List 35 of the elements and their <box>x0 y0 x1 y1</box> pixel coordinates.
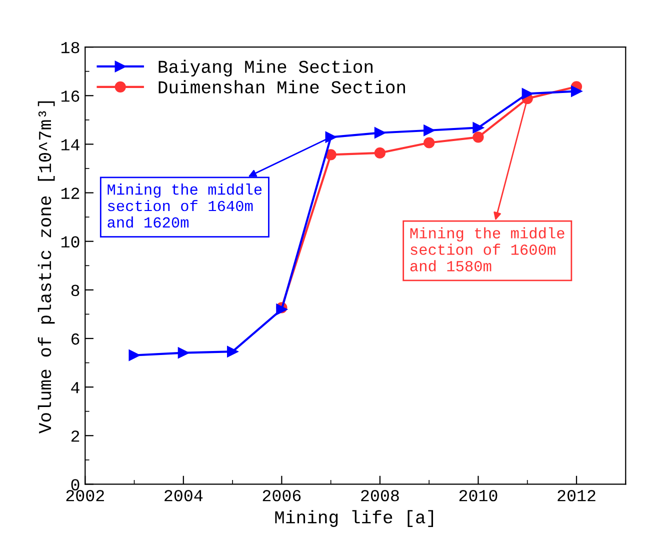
y-tick-label: 2 <box>71 430 80 442</box>
y-tick-label: 0 <box>71 479 80 490</box>
point <box>522 88 533 100</box>
x-tick-label: 2010 <box>459 490 498 502</box>
point <box>226 346 238 358</box>
point <box>374 127 386 138</box>
point <box>424 124 435 136</box>
y-tick-label: 14 <box>61 139 80 150</box>
point <box>424 137 435 148</box>
y-tick-label: 16 <box>61 90 80 102</box>
point <box>472 122 484 134</box>
x-tick-label: 2006 <box>262 490 301 502</box>
legend-label: Baiyang Mine Section <box>158 60 372 77</box>
x-tick-label: 2008 <box>361 490 399 502</box>
x-axis-title: Mining life [a] <box>275 510 434 527</box>
annotation: Mining the middle section of 1640m and 1620m <box>108 184 262 228</box>
x-tick-label: 2004 <box>164 490 203 502</box>
x-tick-label: 2002 <box>66 490 104 502</box>
point <box>374 147 386 159</box>
y-tick-label: 4 <box>71 382 80 394</box>
point <box>325 132 336 143</box>
y-tick-label: 10 <box>61 236 80 248</box>
point <box>472 132 484 143</box>
y-tick-label: 6 <box>72 333 80 345</box>
y-tick-label: 18 <box>61 42 80 54</box>
annotation: Mining the middle section of 1600m and 1580m <box>410 227 564 272</box>
x-tick-label: 2012 <box>558 490 596 502</box>
point <box>325 149 336 160</box>
y-axis-title: Volume of plastic zone [10^7m³] <box>38 101 55 434</box>
legend-label: Duimenshan Mine Section <box>158 80 405 94</box>
y-tick-label: 8 <box>71 284 80 296</box>
point <box>570 86 582 97</box>
point <box>178 347 189 358</box>
y-tick-label: 12 <box>61 188 80 199</box>
point <box>128 350 140 361</box>
